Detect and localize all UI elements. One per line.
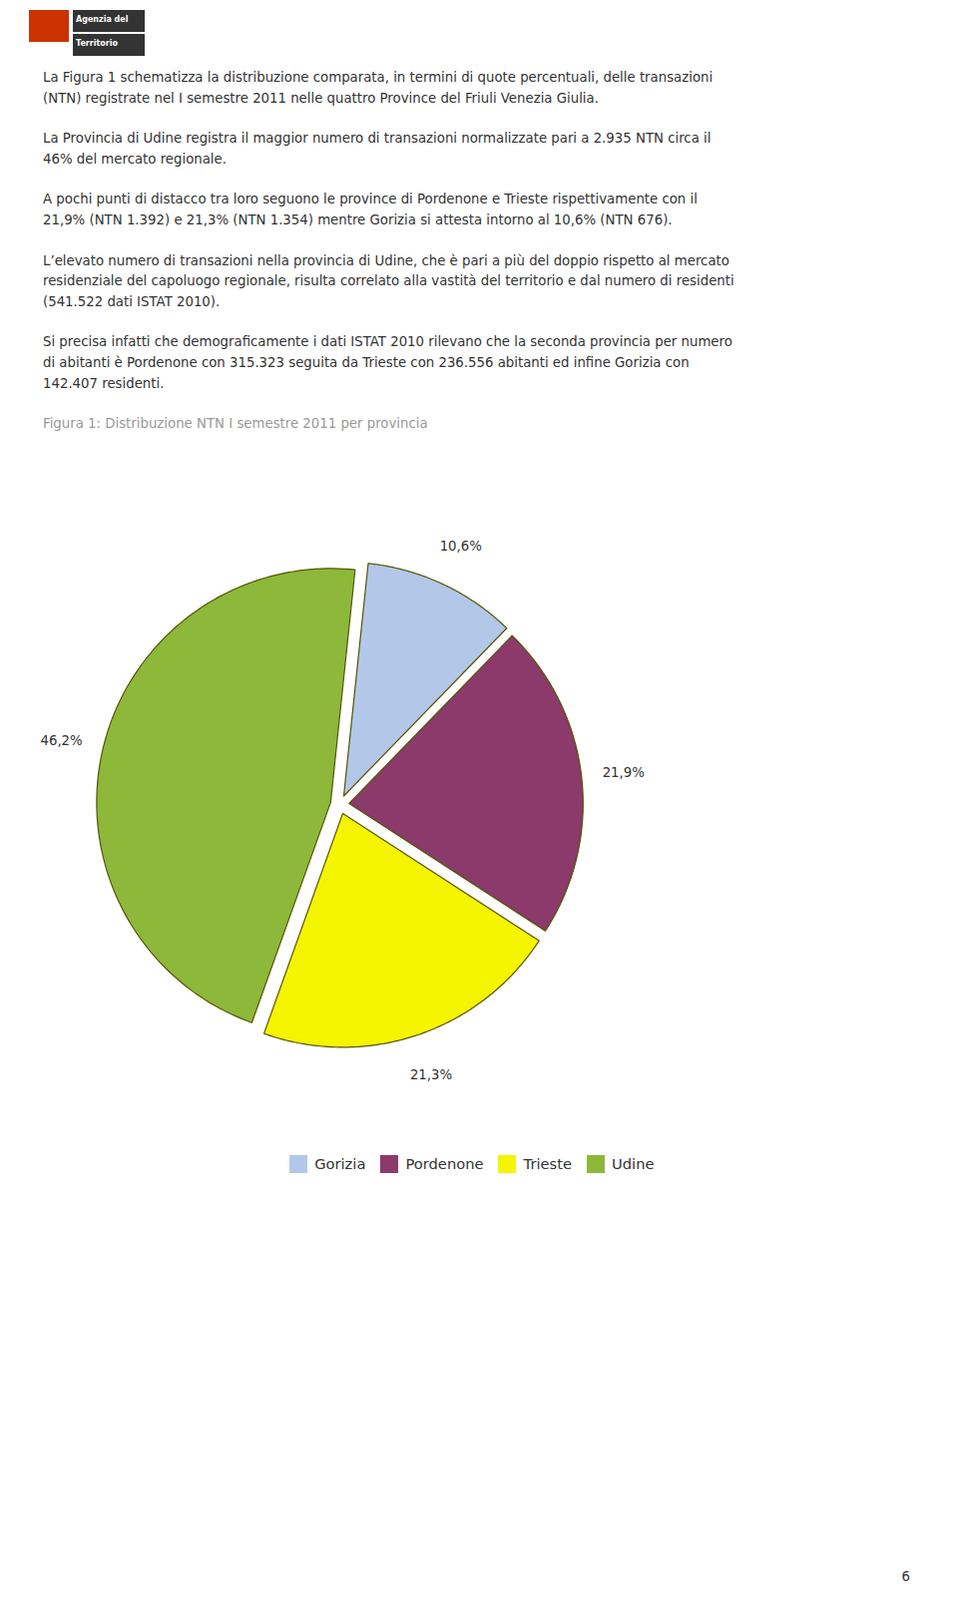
svg-text:10,6%: 10,6%: [440, 538, 482, 554]
html-text:Si precisa infatti che demogra: Si precisa infatti che demograficamente …: [42, 334, 733, 391]
html-text:Agenzia del: Agenzia del: [75, 14, 129, 24]
svg-text:21,3%: 21,3%: [410, 1067, 453, 1083]
html-text:Gorizia: Gorizia: [314, 1155, 366, 1173]
html-text:Trieste: Trieste: [523, 1155, 572, 1173]
html-text:Udine: Udine: [611, 1155, 655, 1173]
html-text:La Figura 1 schematizza la dis: La Figura 1 schematizza la distribuzione…: [42, 69, 713, 106]
html-text:A pochi punti di distacco tra: A pochi punti di distacco tra loro seguo…: [42, 191, 698, 228]
html-text:Figura 1: Distribuzione NTN I: Figura 1: Distribuzione NTN I semestre 2…: [42, 416, 428, 432]
html-text:La Provincia di Udine registra: La Provincia di Udine registra il maggio…: [42, 130, 711, 167]
html-text:Pordenone: Pordenone: [405, 1155, 484, 1173]
html-text:6: 6: [901, 1569, 911, 1585]
html-text:L’elevato numero di transazion: L’elevato numero di transazioni nella pr…: [42, 253, 735, 310]
svg-text:46,2%: 46,2%: [39, 733, 82, 749]
svg-text:21,9%: 21,9%: [602, 765, 645, 781]
html-text:Territorio: Territorio: [75, 38, 118, 48]
